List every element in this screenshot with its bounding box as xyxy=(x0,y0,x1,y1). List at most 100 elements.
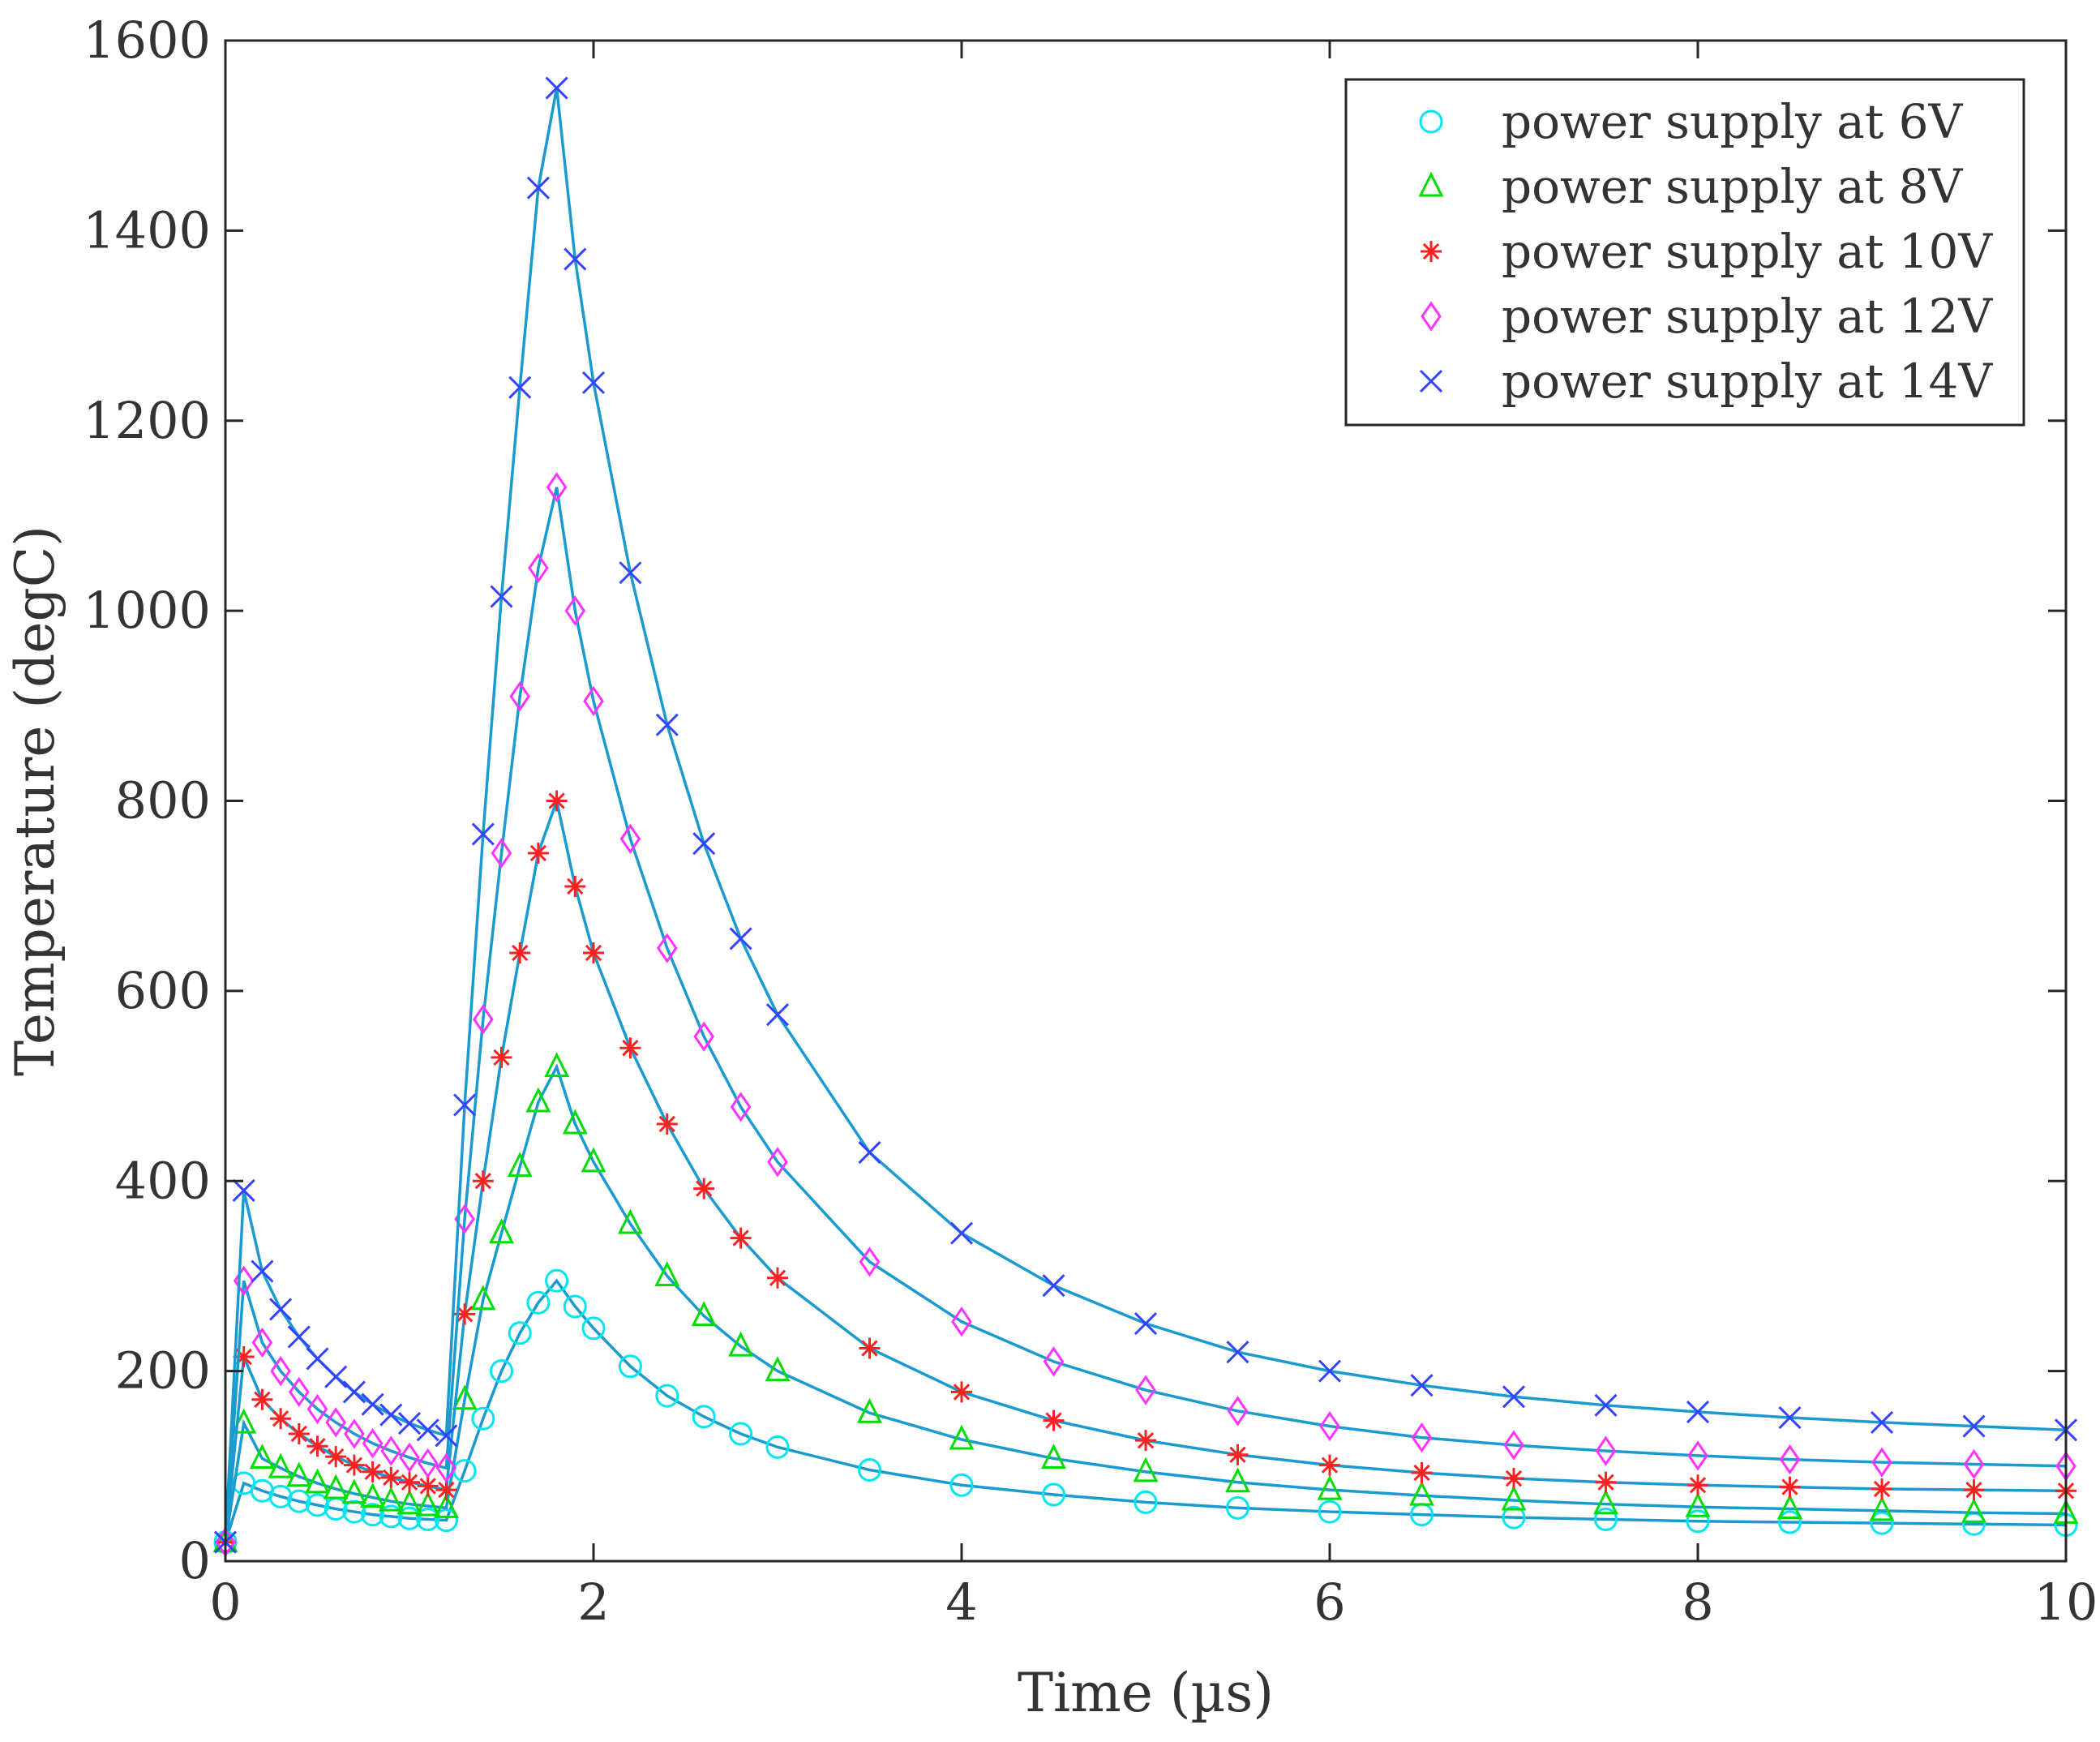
data-point-marker xyxy=(249,1444,275,1469)
data-point-marker xyxy=(1043,1346,1065,1377)
data-point-marker xyxy=(1502,1385,1526,1409)
legend: power supply at 6V power supply at 8V powe… xyxy=(1344,78,2025,427)
data-point-marker xyxy=(583,685,604,717)
data-point-marker xyxy=(618,1354,642,1379)
data-point-marker xyxy=(581,1316,606,1341)
data-point-marker xyxy=(728,1331,754,1357)
data-point-marker xyxy=(656,933,678,963)
data-point-marker xyxy=(288,1376,310,1408)
data-point-marker xyxy=(361,1503,385,1527)
data-point-marker xyxy=(251,1259,274,1283)
y-tick-label: 1200 xyxy=(83,391,211,450)
legend-item: power supply at 12V xyxy=(1421,289,1993,344)
data-point-marker xyxy=(1595,1435,1617,1466)
data-point-marker xyxy=(1778,1510,1802,1534)
data-point-marker xyxy=(342,1380,366,1404)
x-tick-label: 0 xyxy=(209,1573,241,1632)
series-diamond xyxy=(215,472,2076,1558)
data-point-marker xyxy=(452,1384,478,1410)
y-tick-label: 1000 xyxy=(83,581,211,640)
data-point-marker xyxy=(1777,1494,1802,1520)
data-point-marker xyxy=(433,1493,459,1518)
data-point-marker xyxy=(1685,1491,1711,1517)
data-point-marker xyxy=(526,1290,551,1315)
data-point-marker xyxy=(951,1381,972,1403)
series-line xyxy=(224,1278,2067,1543)
data-point-marker xyxy=(767,1147,788,1178)
legend-item: power supply at 8V xyxy=(1418,159,1964,214)
data-point-marker xyxy=(1962,1414,1986,1438)
legend-marker xyxy=(1418,171,1444,197)
data-point-marker xyxy=(251,1388,273,1410)
data-point-marker xyxy=(1501,1485,1527,1511)
data-point-marker xyxy=(287,1325,311,1349)
data-point-marker xyxy=(380,1435,402,1466)
data-point-marker xyxy=(583,942,604,963)
data-point-marker xyxy=(545,1268,569,1293)
y-tick-label: 0 xyxy=(179,1531,211,1590)
data-point-marker xyxy=(1686,1400,1710,1424)
data-point-marker xyxy=(508,375,532,399)
data-point-marker xyxy=(306,1435,328,1457)
data-point-marker xyxy=(362,1428,384,1459)
data-point-marker xyxy=(362,1461,384,1482)
legend-box xyxy=(1344,78,2025,427)
data-point-marker xyxy=(563,1294,587,1319)
data-point-marker xyxy=(342,1500,366,1524)
data-point-marker xyxy=(325,1446,347,1468)
data-point-marker xyxy=(305,1468,330,1494)
data-point-marker xyxy=(546,472,568,503)
data-point-marker xyxy=(729,1422,753,1446)
data-point-marker xyxy=(656,1113,678,1135)
data-point-marker xyxy=(233,1346,255,1368)
data-point-marker xyxy=(1318,1359,1342,1383)
data-point-marker xyxy=(544,1052,570,1078)
data-point-marker xyxy=(1226,1341,1249,1364)
data-point-marker xyxy=(1411,1462,1433,1484)
data-point-marker xyxy=(1317,1474,1343,1500)
data-point-marker xyxy=(525,1087,551,1113)
y-tick-label: 200 xyxy=(115,1341,211,1401)
data-point-marker xyxy=(1594,1507,1618,1531)
series-x xyxy=(213,76,2078,1554)
data-point-marker xyxy=(949,1473,974,1497)
data-point-marker xyxy=(1134,1490,1158,1514)
data-point-marker xyxy=(765,1435,790,1459)
data-point-marker xyxy=(1227,1444,1249,1465)
legend-item: power supply at 6V xyxy=(1419,94,1964,149)
data-point-marker xyxy=(270,1408,292,1430)
data-point-marker xyxy=(417,1448,439,1478)
data-point-marker xyxy=(417,1475,439,1497)
data-point-marker xyxy=(765,1356,791,1382)
data-point-marker xyxy=(397,1506,422,1530)
data-point-marker xyxy=(564,875,586,897)
data-point-marker xyxy=(489,1218,514,1244)
data-point-marker xyxy=(546,790,568,812)
data-point-marker xyxy=(619,823,641,855)
data-point-marker xyxy=(527,842,549,864)
legend-marker xyxy=(1421,301,1442,332)
data-point-marker xyxy=(286,1461,312,1487)
data-point-marker xyxy=(454,1303,476,1325)
data-point-marker xyxy=(619,1037,641,1059)
data-point-marker xyxy=(287,1489,311,1513)
data-point-marker xyxy=(306,1347,329,1371)
data-point-marker xyxy=(453,1093,477,1117)
data-point-marker xyxy=(343,1454,365,1476)
data-point-marker xyxy=(416,1507,440,1531)
data-point-marker xyxy=(1410,1374,1434,1397)
legend-label: power supply at 12V xyxy=(1502,289,1993,344)
legend-label: power supply at 8V xyxy=(1502,159,1964,214)
data-point-marker xyxy=(341,1478,367,1504)
data-point-marker xyxy=(399,1471,420,1493)
y-tick-label: 800 xyxy=(115,771,211,830)
data-point-marker xyxy=(233,1265,255,1296)
data-point-marker xyxy=(1871,1478,1892,1500)
data-point-marker xyxy=(1686,1509,1710,1534)
legend-marker xyxy=(1419,369,1443,393)
data-point-marker xyxy=(1411,1422,1433,1453)
data-point-marker xyxy=(528,552,549,584)
data-point-marker xyxy=(655,1384,679,1408)
series-line xyxy=(224,487,2067,1542)
